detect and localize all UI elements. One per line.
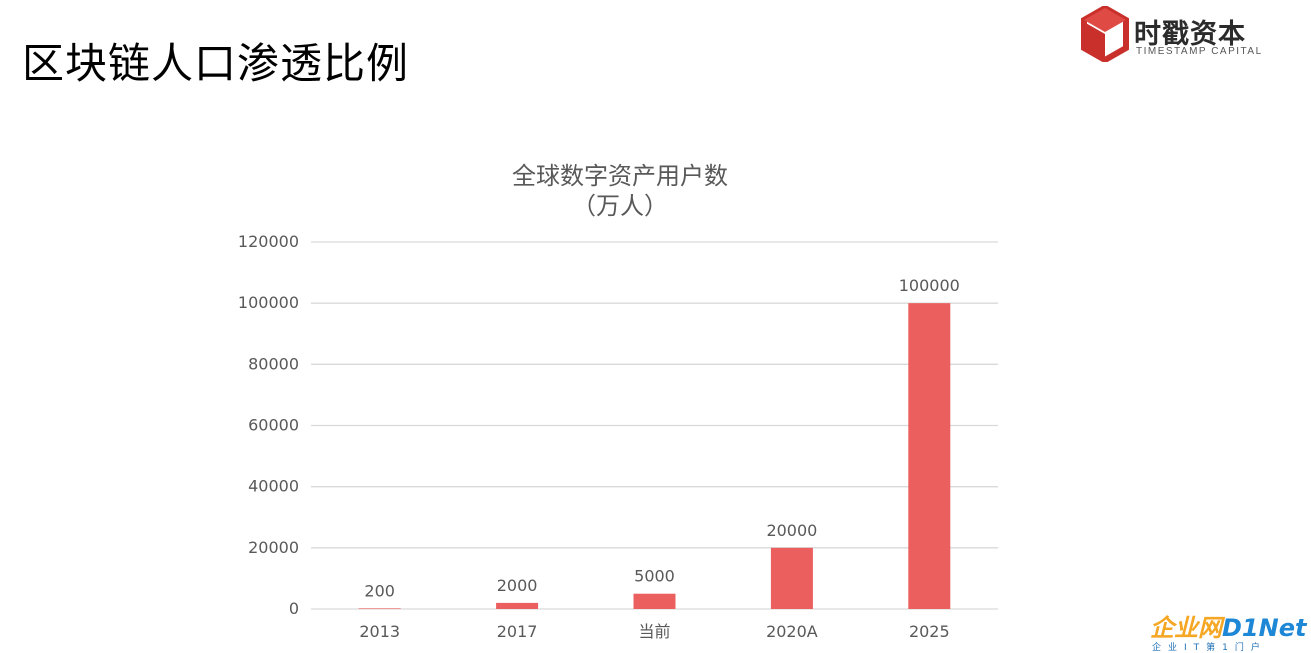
- y-tick-label: 80000: [248, 354, 299, 373]
- x-tick-label: 2020A: [766, 622, 818, 641]
- brand-name: 时戳资本: [1134, 19, 1246, 50]
- chart-title-unit: （万人）: [572, 192, 668, 220]
- data-label: 20000: [766, 521, 817, 540]
- watermark-logo: 企业网D1Net: [1150, 608, 1306, 643]
- cube-logo-icon: [1081, 6, 1129, 62]
- brand-subtitle: TIMESTAMP CAPITAL: [1136, 46, 1263, 57]
- y-tick-label: 120000: [238, 232, 299, 251]
- x-tick-label: 2017: [497, 622, 538, 641]
- y-tick-label: 40000: [248, 477, 299, 496]
- data-label: 100000: [899, 276, 960, 295]
- x-tick-label: 当前: [638, 622, 670, 641]
- watermark-subtitle: 企业IT第1门户: [1152, 643, 1267, 653]
- data-label: 5000: [634, 567, 675, 586]
- watermark-cn: 企业网: [1150, 614, 1222, 642]
- bar: [358, 608, 401, 609]
- y-tick-label: 60000: [248, 416, 299, 435]
- data-label: 200: [364, 581, 395, 600]
- bar: [908, 303, 951, 609]
- y-tick-label: 20000: [248, 538, 299, 557]
- brand-logo: 时戳资本 TIMESTAMP CAPITAL: [1080, 6, 1300, 62]
- bar: [496, 602, 539, 609]
- x-tick-label: 2013: [359, 622, 400, 641]
- bar: [633, 593, 676, 609]
- chart-title: 全球数字资产用户数: [512, 162, 728, 190]
- watermark: 企业网D1Net 企业IT第1门户: [1150, 608, 1311, 653]
- slide-title: 区块链人口渗透比例: [22, 39, 410, 88]
- bar: [770, 547, 813, 609]
- watermark-en: D1Net: [1222, 614, 1307, 642]
- y-tick-label: 0: [289, 599, 299, 618]
- data-label: 2000: [497, 576, 538, 595]
- y-tick-label: 100000: [238, 293, 299, 312]
- x-tick-label: 2025: [909, 622, 950, 641]
